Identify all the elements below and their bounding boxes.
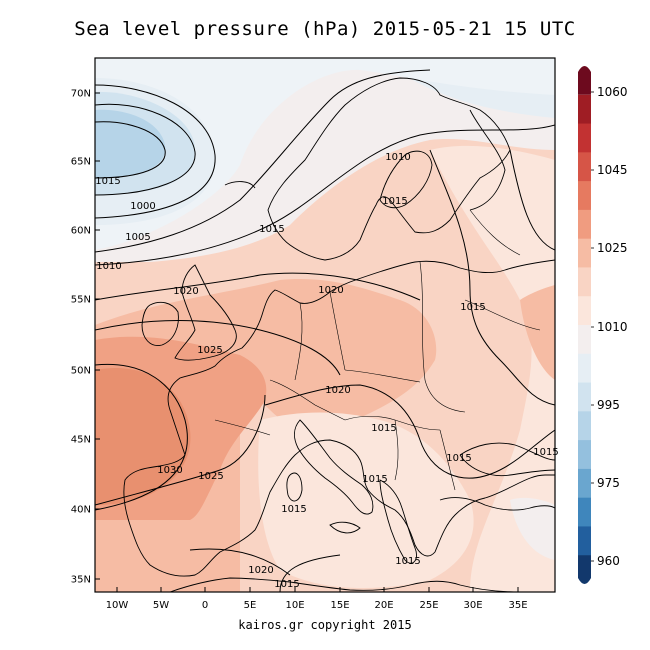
isobar-value-label: 1015 xyxy=(460,302,485,313)
coastlines xyxy=(123,77,555,592)
isobar-value-label: 1020 xyxy=(318,285,343,296)
country-borders xyxy=(214,209,541,491)
isobar-value-label: 1015 xyxy=(281,504,306,515)
colorbar-segment xyxy=(578,238,591,268)
isobar-value-label: 1015 xyxy=(533,447,558,458)
colorbar-segment xyxy=(578,325,591,355)
colorbar-tick-label: 995 xyxy=(597,398,620,412)
latitude-label: 55N xyxy=(71,295,91,306)
pressure-field xyxy=(95,58,555,592)
longitude-axis: 10W 5W 0 5E 10E 15E 20E 25E 30E 35E xyxy=(106,587,528,611)
map-title: Sea level pressure (hPa) 2015-05-21 15 U… xyxy=(74,18,576,40)
isobar-value-label: 1025 xyxy=(197,345,222,356)
colorbar-segment xyxy=(578,353,591,384)
colorbar-segment xyxy=(578,382,591,412)
isobar-value-label: 1000 xyxy=(130,201,155,212)
isobar-value-label: 1015 xyxy=(95,176,120,187)
latitude-label: 70N xyxy=(71,89,91,100)
isobar-lines xyxy=(95,69,555,592)
colorbar-segment xyxy=(578,123,591,153)
colorbar-segment xyxy=(578,555,591,584)
colorbar-tick-label: 1060 xyxy=(597,85,628,99)
longitude-label: 0 xyxy=(202,600,208,611)
colorbar-tick-label: 1010 xyxy=(597,320,628,334)
colorbar-tick-label: 960 xyxy=(597,554,620,568)
colorbar-segment xyxy=(578,94,591,125)
colorbar-segment xyxy=(578,267,591,297)
colorbar-segment xyxy=(578,526,591,556)
latitude-axis: 70N 65N 60N 55N 50N 45N 40N 35N xyxy=(71,89,100,586)
colorbar: 1060 1045 1025 1010 995 975 960 xyxy=(578,66,628,584)
latitude-label: 50N xyxy=(71,366,91,377)
isobar-value-label: 1005 xyxy=(125,232,150,243)
colorbar-tick-label: 1045 xyxy=(597,163,628,177)
colorbar-segment xyxy=(578,468,591,499)
latitude-label: 60N xyxy=(71,226,91,237)
latitude-label: 40N xyxy=(71,505,91,516)
isobar-value-label: 1015 xyxy=(382,196,407,207)
isobar-value-label: 1015 xyxy=(395,556,420,567)
latitude-label: 35N xyxy=(71,575,91,586)
map-frame xyxy=(94,57,556,593)
isobar-value-label: 1015 xyxy=(446,453,471,464)
isobar-value-label: 1030 xyxy=(157,465,182,476)
colorbar-segment xyxy=(578,152,591,182)
longitude-label: 10E xyxy=(285,600,304,611)
longitude-label: 15E xyxy=(330,600,349,611)
longitude-label: 10W xyxy=(106,600,129,611)
colorbar-segment xyxy=(578,497,591,527)
isobar-value-label: 1015 xyxy=(362,474,387,485)
colorbar-tick-label: 975 xyxy=(597,476,620,490)
isobar-value-label: 1025 xyxy=(198,471,223,482)
colorbar-segment xyxy=(578,209,591,240)
isobar-value-label: 1015 xyxy=(274,579,299,590)
isobar-value-label: 1010 xyxy=(385,152,410,163)
isobar-value-label: 1020 xyxy=(173,286,198,297)
longitude-label: 30E xyxy=(463,600,482,611)
longitude-label: 20E xyxy=(374,600,393,611)
longitude-label: 5E xyxy=(244,600,257,611)
isobar-value-label: 1015 xyxy=(371,423,396,434)
copyright-credit: kairos.gr copyright 2015 xyxy=(238,618,412,632)
colorbar-segment xyxy=(578,411,591,441)
longitude-label: 5W xyxy=(153,600,169,611)
isobar-value-label: 1015 xyxy=(259,224,284,235)
colorbar-segment xyxy=(578,440,591,470)
isobar-value-label: 1010 xyxy=(96,261,121,272)
longitude-label: 25E xyxy=(419,600,438,611)
latitude-label: 45N xyxy=(71,435,91,446)
isobar-value-label: 1020 xyxy=(248,565,273,576)
longitude-label: 35E xyxy=(508,600,527,611)
colorbar-segment xyxy=(578,181,591,211)
colorbar-segment xyxy=(578,66,591,95)
isobar-value-label: 1020 xyxy=(325,385,350,396)
colorbar-tick-label: 1025 xyxy=(597,241,628,255)
colorbar-segment xyxy=(578,296,591,326)
latitude-label: 65N xyxy=(71,157,91,168)
